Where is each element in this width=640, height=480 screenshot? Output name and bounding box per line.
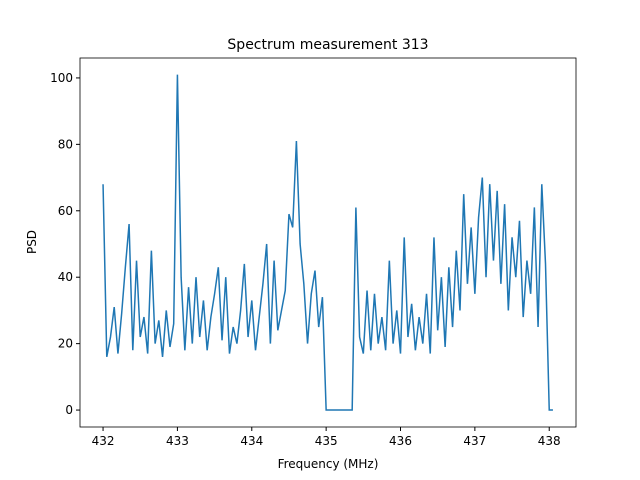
x-tick-label: 433 — [166, 434, 189, 448]
x-tick-label: 436 — [389, 434, 412, 448]
x-axis-label: Frequency (MHz) — [278, 457, 379, 471]
y-tick-label: 100 — [50, 71, 73, 85]
x-tick-label: 432 — [92, 434, 115, 448]
x-tick-label: 435 — [315, 434, 338, 448]
x-tick-label: 438 — [538, 434, 561, 448]
axes-frame — [79, 57, 577, 428]
y-tick-label: 60 — [58, 204, 73, 218]
y-axis-label: PSD — [25, 230, 39, 254]
x-tick-label: 437 — [463, 434, 486, 448]
y-tick-label: 80 — [58, 137, 73, 151]
y-tick-label: 40 — [58, 270, 73, 284]
spectrum-line — [102, 74, 553, 411]
y-tick-label: 20 — [58, 337, 73, 351]
y-tick-label: 0 — [65, 403, 73, 417]
chart-title: Spectrum measurement 313 — [227, 37, 428, 53]
x-tick-label: 434 — [240, 434, 263, 448]
